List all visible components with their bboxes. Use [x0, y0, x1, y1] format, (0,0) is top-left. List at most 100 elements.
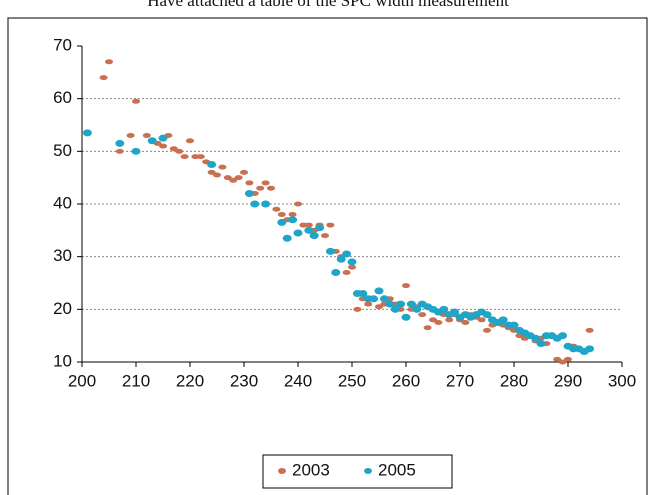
- point: [461, 320, 470, 325]
- point: [147, 137, 157, 145]
- point: [99, 75, 108, 81]
- point: [304, 226, 314, 234]
- point: [379, 295, 389, 303]
- point: [142, 133, 151, 139]
- point: [277, 218, 287, 226]
- y-tick-label: 20: [53, 299, 72, 318]
- point: [169, 146, 178, 152]
- point: [390, 305, 400, 313]
- x-tick-label: 270: [446, 371, 474, 390]
- point: [131, 147, 141, 155]
- point: [509, 321, 519, 329]
- point: [353, 306, 362, 312]
- point: [196, 154, 205, 160]
- point: [250, 200, 260, 208]
- point: [288, 216, 298, 224]
- point: [445, 317, 454, 323]
- point: [564, 356, 572, 362]
- point: [175, 148, 184, 154]
- point: [282, 234, 292, 242]
- point: [218, 164, 227, 170]
- point: [261, 180, 270, 186]
- y-tick-label: 30: [53, 246, 72, 265]
- x-tick-label: 220: [176, 371, 204, 390]
- point: [115, 148, 124, 154]
- point: [229, 177, 238, 183]
- x-tick-label: 230: [230, 371, 258, 390]
- x-tick-label: 300: [608, 371, 636, 390]
- point: [261, 200, 271, 208]
- point: [159, 143, 167, 149]
- point: [331, 268, 341, 276]
- point: [180, 154, 189, 160]
- point: [429, 317, 437, 323]
- point: [277, 212, 286, 218]
- x-tick-label: 280: [500, 371, 528, 390]
- point: [585, 327, 594, 333]
- point: [342, 269, 351, 275]
- point: [482, 311, 492, 319]
- legend-label: 2003: [292, 460, 330, 479]
- point: [358, 290, 368, 298]
- point: [82, 129, 92, 137]
- y-tick-label: 70: [53, 35, 72, 54]
- point: [477, 317, 486, 323]
- point: [531, 334, 541, 342]
- y-tick-label: 60: [53, 88, 72, 107]
- point: [396, 300, 406, 308]
- point: [132, 98, 140, 104]
- x-tick-label: 200: [68, 371, 96, 390]
- point: [213, 172, 221, 178]
- point: [439, 305, 449, 313]
- legend-box: [262, 454, 453, 489]
- y-tick-label: 50: [53, 141, 72, 160]
- point: [272, 206, 281, 212]
- point: [315, 224, 325, 232]
- point: [406, 300, 416, 308]
- point: [244, 189, 254, 197]
- point: [158, 134, 168, 142]
- x-tick-label: 240: [284, 371, 312, 390]
- point: [336, 255, 346, 263]
- y-tick-label: 10: [53, 351, 72, 370]
- point: [423, 325, 432, 331]
- point: [245, 180, 254, 186]
- point: [293, 229, 303, 237]
- x-tick-label: 210: [122, 371, 150, 390]
- point: [553, 356, 562, 362]
- point: [369, 295, 379, 303]
- point: [418, 312, 427, 318]
- point: [348, 264, 356, 270]
- point: [558, 359, 567, 365]
- point: [401, 313, 411, 321]
- point: [267, 185, 275, 191]
- point: [536, 340, 546, 348]
- point: [326, 222, 335, 228]
- point: [304, 222, 313, 228]
- point: [375, 304, 383, 310]
- point: [498, 316, 508, 324]
- point: [115, 139, 125, 147]
- point: [374, 287, 384, 295]
- legend-label: 2005: [378, 460, 416, 479]
- point: [483, 327, 491, 333]
- point: [240, 169, 248, 175]
- point: [223, 175, 232, 181]
- point: [294, 201, 302, 207]
- caption: Have attached a table of the SPC width m…: [147, 0, 509, 10]
- point: [105, 59, 113, 65]
- point: [186, 138, 194, 144]
- legend-marker: [278, 468, 286, 474]
- point: [207, 161, 217, 168]
- point: [434, 320, 443, 325]
- point: [347, 258, 357, 266]
- point: [325, 247, 335, 255]
- point: [234, 175, 243, 181]
- point: [256, 185, 265, 191]
- point: [450, 308, 460, 316]
- point: [321, 233, 329, 239]
- x-tick-label: 290: [554, 371, 582, 390]
- point: [385, 300, 395, 308]
